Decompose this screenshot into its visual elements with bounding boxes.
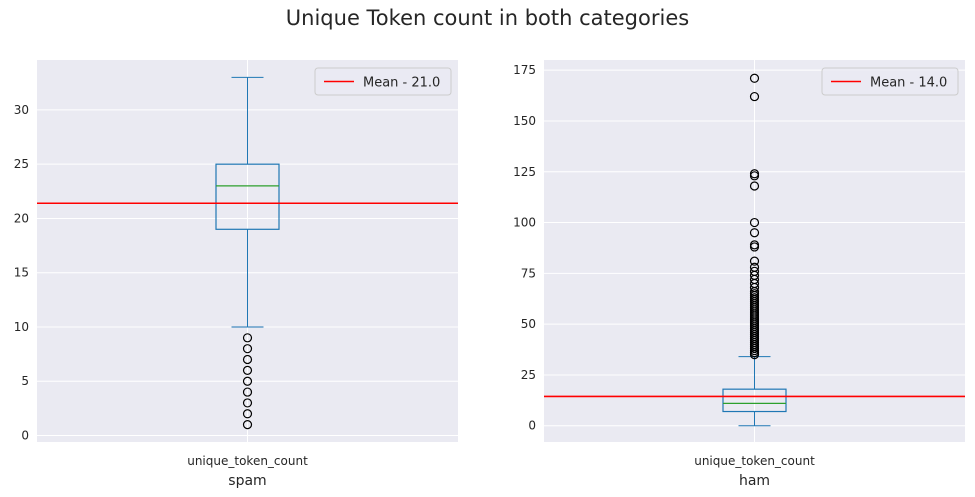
- y-tick-label: 175: [513, 63, 536, 77]
- outlier-point: [242, 333, 253, 343]
- y-tick-label: 15: [14, 266, 29, 280]
- legend-label: Mean - 14.0: [870, 76, 947, 91]
- iqr-box: [215, 163, 280, 230]
- outlier-point: [749, 181, 760, 191]
- outlier-point: [749, 256, 760, 266]
- outlier-point: [749, 266, 760, 276]
- legend-frame: [821, 67, 959, 96]
- y-tick-label: 0: [528, 419, 536, 433]
- y-tick-label: 25: [14, 157, 29, 171]
- outlier-point: [749, 169, 760, 179]
- outlier-point: [242, 354, 253, 365]
- y-tick-label: 5: [21, 374, 29, 388]
- x-axis-label: ham: [739, 473, 770, 489]
- legend-frame: [314, 67, 452, 96]
- y-tick-label: 50: [521, 317, 536, 331]
- iqr-box: [722, 388, 787, 413]
- outlier-point: [242, 365, 253, 375]
- x-tick-label: unique_token_count: [187, 454, 308, 468]
- outlier-point: [749, 228, 760, 238]
- ham-subplot: 0 25 50 75 100 125 150 175 unique_token_countham…: [513, 60, 965, 489]
- y-tick-label: 125: [513, 165, 536, 179]
- y-tick-label: 25: [521, 368, 536, 382]
- outlier-point: [242, 420, 253, 430]
- legend: Mean - 21.0: [314, 67, 452, 96]
- y-tick-label: 150: [513, 114, 536, 128]
- outlier-point: [749, 262, 760, 272]
- y-tick-label: 75: [521, 266, 536, 280]
- x-tick-label: unique_token_count: [694, 454, 815, 468]
- y-tick-label: 20: [14, 211, 29, 225]
- legend-label: Mean - 21.0: [363, 76, 440, 91]
- outlier-point: [749, 91, 760, 102]
- figure-title: Unique Token count in both categories: [285, 6, 690, 30]
- outlier-point: [242, 398, 253, 408]
- x-axis-label: spam: [228, 473, 266, 489]
- outlier-point: [242, 387, 253, 397]
- outlier-point: [242, 409, 253, 419]
- outlier-point: [749, 240, 760, 250]
- outlier-point: [242, 344, 253, 354]
- legend: Mean - 14.0: [821, 67, 959, 96]
- y-tick-label: 10: [14, 320, 29, 334]
- outlier-point: [749, 217, 760, 228]
- y-tick-label: 100: [513, 216, 536, 230]
- y-tick-label: 0: [21, 428, 29, 442]
- outlier-point: [242, 376, 253, 386]
- outlier-point: [749, 73, 760, 83]
- y-tick-label: 30: [14, 103, 29, 117]
